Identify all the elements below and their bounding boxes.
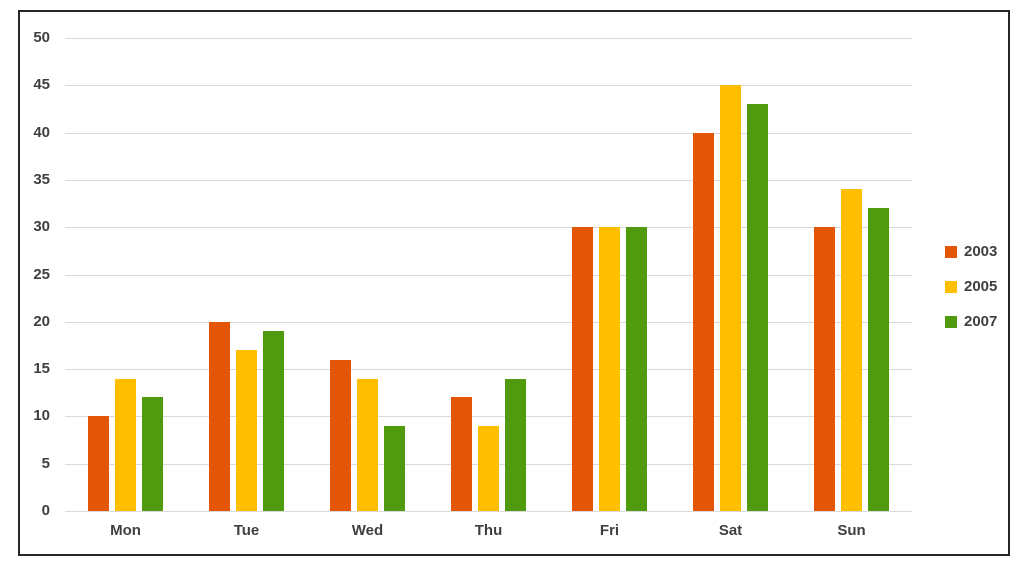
legend-label: 2005 <box>964 278 998 295</box>
x-tick-label-tue: Tue <box>233 522 260 539</box>
bar-tue-2003 <box>209 322 230 511</box>
bar-tue-2007 <box>263 331 284 511</box>
y-tick-label: 15 <box>33 360 50 377</box>
chart-frame: 0 5 10 15 20 25 30 35 40 45 50 Mon Tue Wed Thu Fri Sat S… <box>18 10 1010 556</box>
bar-wed-2007 <box>384 426 405 511</box>
legend-item-2007: 2007 <box>945 311 997 333</box>
legend-label: 2007 <box>964 313 998 330</box>
legend-item-2003: 2003 <box>945 241 997 263</box>
y-tick-label: 45 <box>33 76 50 93</box>
bar-thu-2005 <box>478 426 499 511</box>
legend-item-2005: 2005 <box>945 276 997 298</box>
bar-sun-2003 <box>814 227 835 511</box>
legend-swatch-icon <box>945 316 957 328</box>
bar-tue-2005 <box>236 350 257 511</box>
legend-swatch-icon <box>945 281 957 293</box>
y-tick-label: 35 <box>33 171 50 188</box>
bar-sun-2005 <box>841 189 862 511</box>
legend-swatch-icon <box>945 246 957 258</box>
bar-mon-2007 <box>142 397 163 511</box>
x-tick-label-sat: Sat <box>718 522 743 539</box>
y-tick-label: 40 <box>33 124 50 141</box>
gridline-y-15 <box>65 369 912 370</box>
gridline-y-10 <box>65 416 912 417</box>
x-tick-label-mon: Mon <box>110 522 141 539</box>
y-tick-label: 25 <box>33 266 50 283</box>
gridline-y-35 <box>65 180 912 181</box>
y-tick-label: 10 <box>33 407 50 424</box>
bar-wed-2005 <box>357 379 378 511</box>
gridline-y-20 <box>65 322 912 323</box>
x-tick-label-fri: Fri <box>599 522 620 539</box>
bar-wed-2003 <box>330 360 351 511</box>
legend-label: 2003 <box>964 243 998 260</box>
bar-thu-2007 <box>505 379 526 511</box>
gridline-y-50 <box>65 38 912 39</box>
y-tick-label: 20 <box>33 313 50 330</box>
gridline-y-30 <box>65 227 912 228</box>
bar-fri-2003 <box>572 227 593 511</box>
x-tick-label-wed: Wed <box>351 522 384 539</box>
bar-mon-2003 <box>88 416 109 511</box>
bar-sat-2007 <box>747 104 768 511</box>
x-tick-label-thu: Thu <box>474 522 503 539</box>
gridline-y-0 <box>65 511 912 512</box>
gridline-y-45 <box>65 85 912 86</box>
y-tick-label: 30 <box>33 218 50 235</box>
gridline-y-40 <box>65 133 912 134</box>
legend: 2003 2005 2007 <box>945 241 997 333</box>
bar-fri-2005 <box>599 227 620 511</box>
y-tick-label: 5 <box>41 455 50 472</box>
bar-thu-2003 <box>451 397 472 511</box>
plot-area <box>65 38 912 512</box>
bar-mon-2005 <box>115 379 136 511</box>
bar-fri-2007 <box>626 227 647 511</box>
bar-sat-2005 <box>720 85 741 511</box>
y-tick-label: 0 <box>41 502 50 519</box>
bar-sun-2007 <box>868 208 889 511</box>
gridline-y-25 <box>65 275 912 276</box>
y-tick-label: 50 <box>33 29 50 46</box>
bar-sat-2003 <box>693 133 714 511</box>
x-tick-label-sun: Sun <box>837 522 866 539</box>
